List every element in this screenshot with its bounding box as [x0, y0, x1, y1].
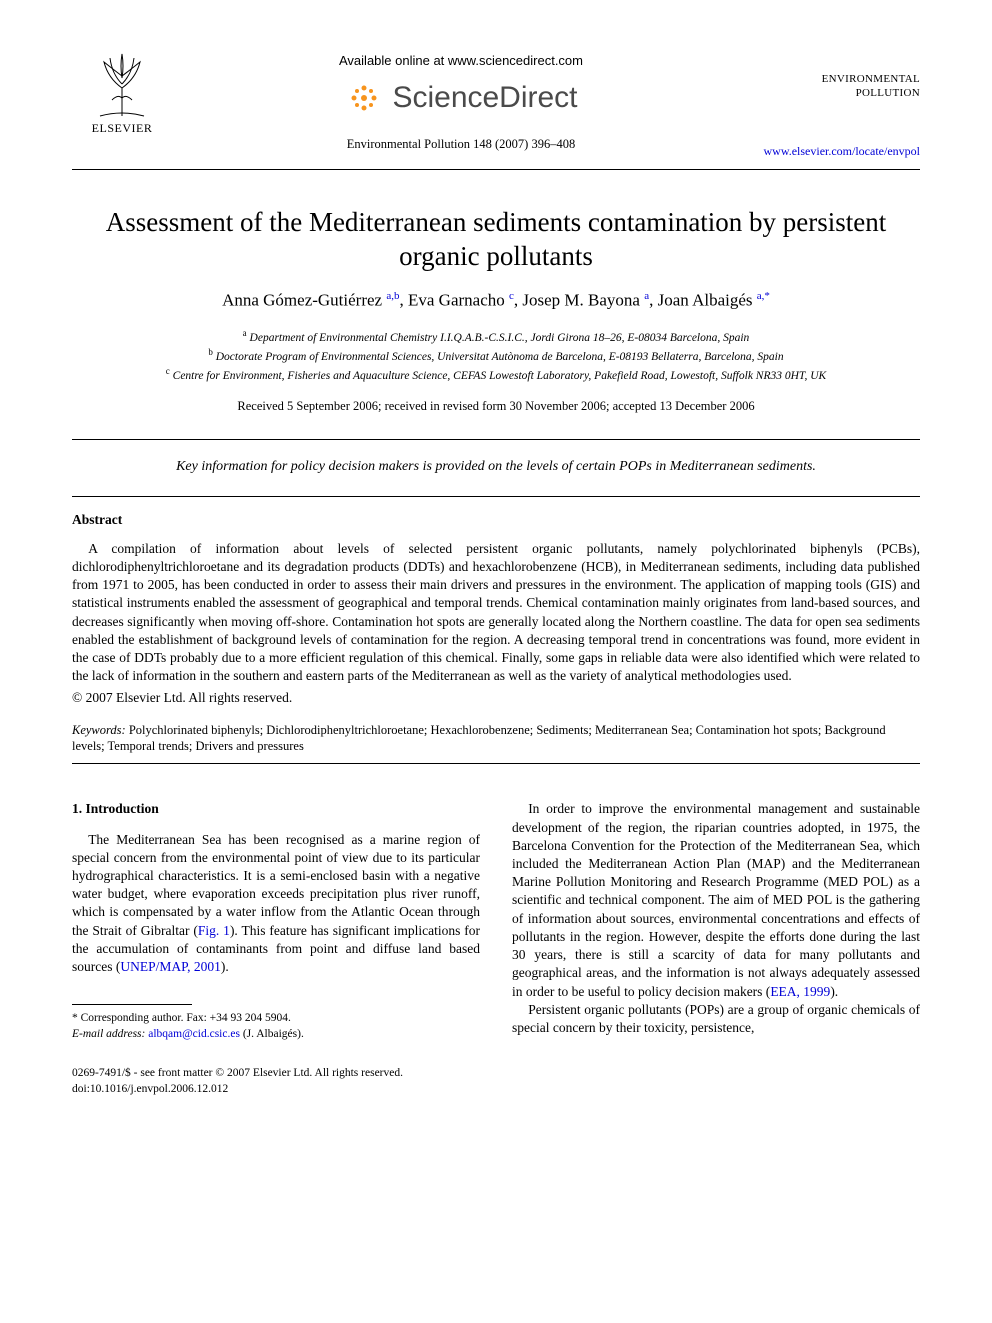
affiliation-b: b Doctorate Program of Environmental Sci… [72, 346, 920, 365]
affiliation-c-text: Centre for Environment, Fisheries and Aq… [173, 370, 827, 382]
keywords-block: Keywords: Polychlorinated biphenyls; Dic… [72, 722, 920, 756]
left-column: 1. Introduction The Mediterranean Sea ha… [72, 800, 480, 1042]
abstract-copyright: © 2007 Elsevier Ltd. All rights reserved… [72, 689, 920, 707]
footnote-separator [72, 1004, 192, 1005]
authors-line: Anna Gómez-Gutiérrez a,b, Eva Garnacho c… [72, 289, 920, 313]
intro-paragraph-3: Persistent organic pollutants (POPs) are… [512, 1001, 920, 1037]
publisher-label: ELSEVIER [92, 120, 153, 136]
article-title: Assessment of the Mediterranean sediment… [72, 206, 920, 274]
citation-line: Environmental Pollution 148 (2007) 396–4… [172, 136, 750, 153]
rule-above-keyinfo [72, 439, 920, 440]
footnote-fax: * Corresponding author. Fax: +34 93 204 … [72, 1011, 480, 1027]
affiliation-b-text: Doctorate Program of Environmental Scien… [216, 351, 784, 363]
page-header: ELSEVIER Available online at www.science… [72, 48, 920, 159]
abstract-heading: Abstract [72, 511, 920, 529]
footnote-email-line: E-mail address: albqam@cid.csic.es (J. A… [72, 1027, 480, 1043]
sciencedirect-logo: ScienceDirect [344, 78, 577, 119]
right-column: In order to improve the environmental ma… [512, 800, 920, 1042]
available-online-text: Available online at www.sciencedirect.co… [172, 52, 750, 70]
intro-p2-pre: In order to improve the environmental ma… [512, 801, 920, 998]
intro-paragraph-1: The Mediterranean Sea has been recognise… [72, 831, 480, 977]
footnote-email-link[interactable]: albqam@cid.csic.es [148, 1028, 240, 1040]
footnote-email-who: (J. Albaigés). [240, 1028, 304, 1040]
sciencedirect-burst-icon [344, 78, 384, 118]
intro-p1-post: ). [221, 959, 229, 974]
header-center: Available online at www.sciencedirect.co… [172, 48, 750, 153]
footnote-email-label: E-mail address: [72, 1028, 145, 1040]
key-information-statement: Key information for policy decision make… [72, 458, 920, 477]
keywords-label: Keywords: [72, 723, 126, 737]
footer-doi: doi:10.1016/j.envpol.2006.12.012 [72, 1082, 920, 1098]
eea-ref-link[interactable]: EEA, 1999 [770, 984, 830, 999]
intro-p2-post: ). [830, 984, 838, 999]
received-dates: Received 5 September 2006; received in r… [72, 398, 920, 415]
journal-name: ENVIRONMENTAL POLLUTION [750, 72, 920, 101]
header-rule [72, 169, 920, 170]
corresponding-author-footnote: * Corresponding author. Fax: +34 93 204 … [72, 1011, 480, 1042]
journal-block: ENVIRONMENTAL POLLUTION www.elsevier.com… [750, 48, 920, 159]
body-columns: 1. Introduction The Mediterranean Sea ha… [72, 800, 920, 1042]
journal-name-line2: POLLUTION [856, 87, 920, 99]
introduction-heading: 1. Introduction [72, 800, 480, 818]
affiliation-c: c Centre for Environment, Fisheries and … [72, 365, 920, 384]
rule-below-keywords [72, 763, 920, 764]
page-footer: 0269-7491/$ - see front matter © 2007 El… [72, 1066, 920, 1097]
intro-paragraph-2: In order to improve the environmental ma… [512, 800, 920, 1000]
affiliation-a-text: Department of Environmental Chemistry I.… [250, 332, 750, 344]
abstract-text: A compilation of information about level… [72, 540, 920, 686]
figure-1-link[interactable]: Fig. 1 [198, 923, 230, 938]
journal-name-line1: ENVIRONMENTAL [822, 73, 920, 85]
sciencedirect-text: ScienceDirect [392, 78, 577, 119]
footer-front-matter: 0269-7491/$ - see front matter © 2007 El… [72, 1066, 920, 1082]
keywords-text: Polychlorinated biphenyls; Dichlorodiphe… [72, 723, 886, 754]
elsevier-tree-icon [90, 48, 154, 118]
publisher-logo-block: ELSEVIER [72, 48, 172, 136]
journal-url-link[interactable]: www.elsevier.com/locate/envpol [750, 143, 920, 159]
rule-below-keyinfo [72, 496, 920, 497]
unep-ref-link[interactable]: UNEP/MAP, 2001 [120, 959, 221, 974]
affiliation-a: a Department of Environmental Chemistry … [72, 327, 920, 346]
